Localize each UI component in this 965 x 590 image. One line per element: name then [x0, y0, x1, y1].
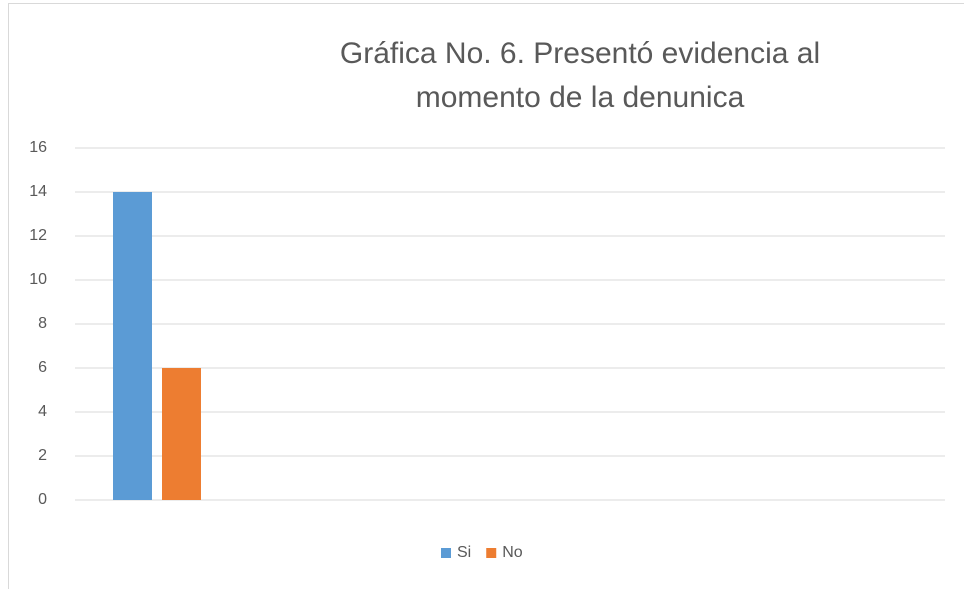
legend-swatch: [441, 548, 451, 558]
legend-label: Si: [457, 544, 471, 561]
y-tick-label: 2: [38, 447, 47, 464]
y-tick-label: 6: [38, 359, 47, 376]
bar: [113, 192, 152, 500]
y-tick-label: 14: [29, 183, 47, 200]
y-tick-label: 12: [29, 227, 47, 244]
y-tick-label: 8: [38, 315, 47, 332]
legend-label: No: [502, 544, 523, 561]
y-tick-label: 4: [38, 403, 47, 420]
bar: [162, 368, 201, 500]
y-tick-label: 10: [29, 271, 47, 288]
chart-border: [8, 3, 964, 589]
chart-title: Gráfica No. 6. Presentó evidencia al mom…: [339, 37, 821, 114]
y-tick-label: 16: [29, 139, 47, 156]
legend-swatch: [486, 548, 497, 558]
y-tick-label: 0: [38, 491, 47, 508]
